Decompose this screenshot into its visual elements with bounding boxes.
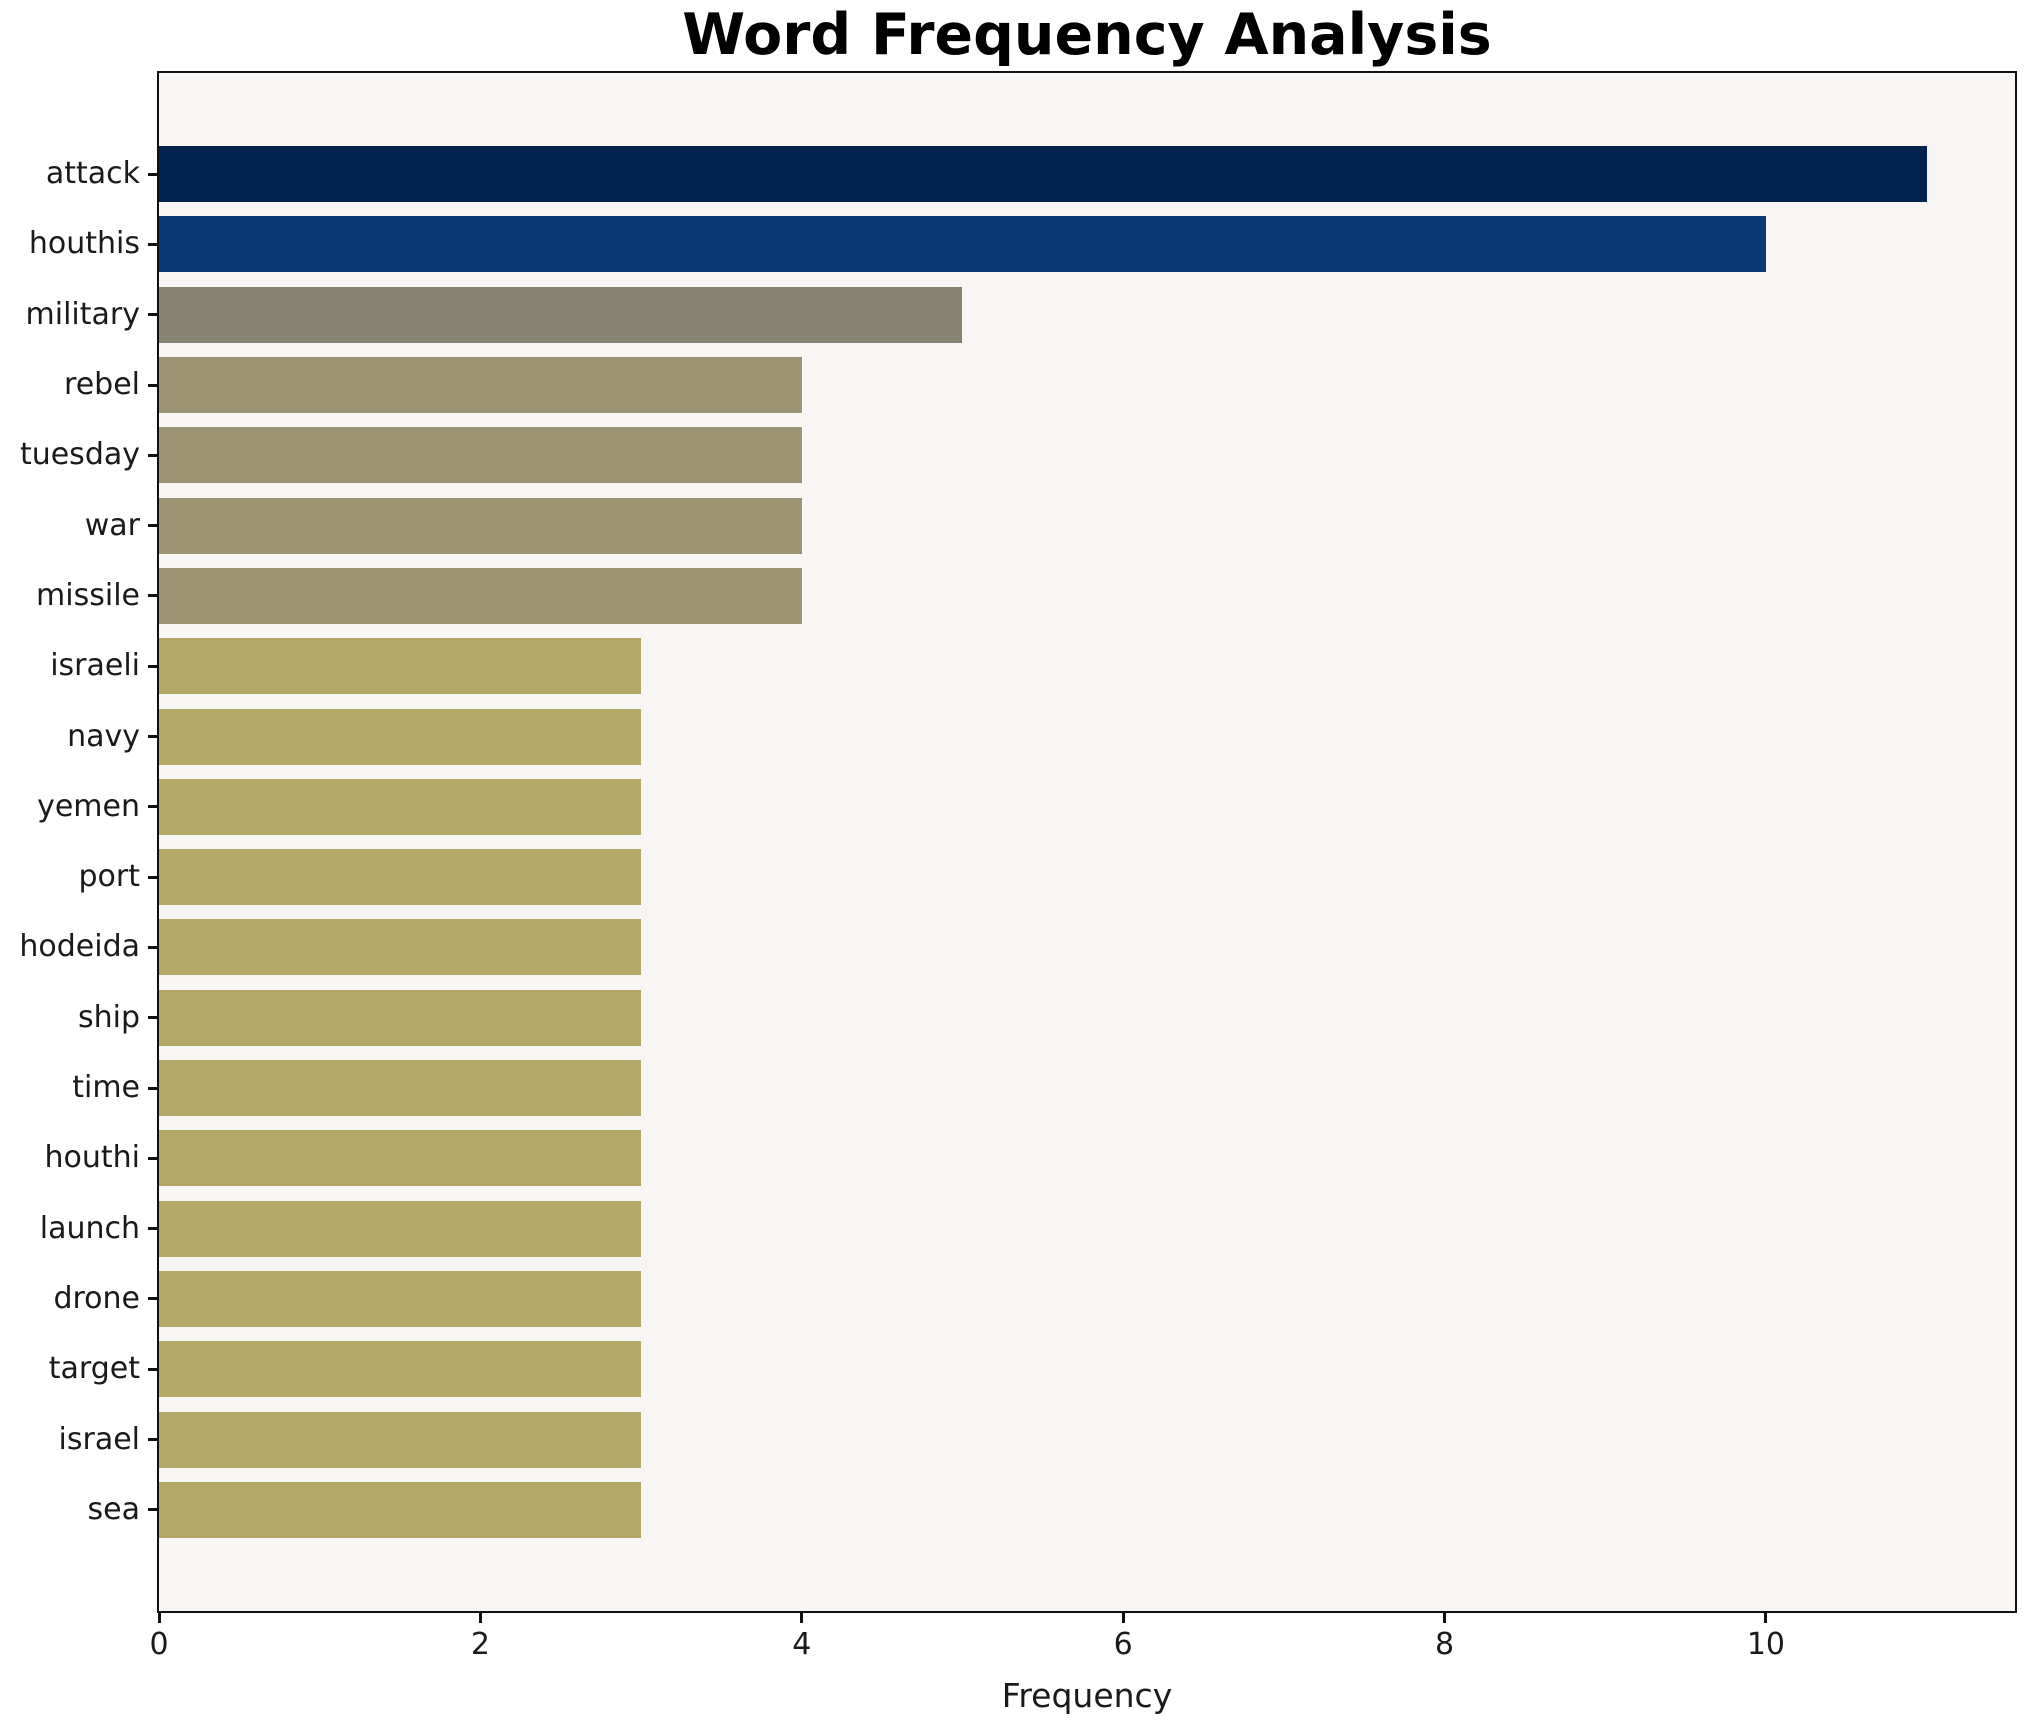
- ytick-missile: [148, 594, 157, 598]
- bar-tuesday: [159, 427, 802, 484]
- plot-area: [157, 71, 2017, 1613]
- xtick-label-8: 8: [1434, 1627, 1455, 1662]
- bar-drone: [159, 1270, 642, 1327]
- xtick-mark-0: [157, 1613, 161, 1623]
- bar-hodeida: [159, 919, 642, 976]
- ylabel-war: war: [84, 507, 140, 543]
- ylabel-yemen: yemen: [37, 788, 140, 824]
- bar-sea: [159, 1481, 642, 1538]
- ytick-time: [148, 1086, 157, 1090]
- bar-houthis: [159, 216, 1766, 273]
- xtick-mark-10: [1764, 1613, 1768, 1623]
- bar-port: [159, 849, 642, 906]
- ytick-houthi: [148, 1156, 157, 1160]
- ylabel-tuesday: tuesday: [19, 437, 140, 473]
- ytick-israeli: [148, 664, 157, 668]
- ytick-hodeida: [148, 945, 157, 949]
- xtick-label-0: 0: [149, 1627, 169, 1662]
- bar-yemen: [159, 778, 642, 835]
- ytick-attack: [148, 172, 157, 176]
- ylabel-missile: missile: [36, 577, 140, 613]
- ytick-israel: [148, 1438, 157, 1442]
- ytick-yemen: [148, 805, 157, 809]
- ylabel-time: time: [72, 1070, 140, 1106]
- bar-houthi: [159, 1130, 642, 1187]
- xtick-label-4: 4: [792, 1627, 812, 1662]
- bar-ship: [159, 989, 642, 1046]
- ylabel-houthi: houthi: [44, 1140, 141, 1176]
- ylabel-israeli: israeli: [50, 648, 140, 684]
- ytick-target: [148, 1367, 157, 1371]
- bar-military: [159, 286, 963, 343]
- ylabel-port: port: [78, 859, 141, 895]
- ytick-sea: [148, 1508, 157, 1512]
- ylabel-israel: israel: [58, 1421, 140, 1457]
- bar-navy: [159, 708, 642, 765]
- ylabel-navy: navy: [67, 718, 140, 754]
- ylabel-ship: ship: [77, 999, 140, 1035]
- ytick-launch: [148, 1227, 157, 1231]
- bar-israeli: [159, 638, 642, 695]
- xtick-label-2: 2: [470, 1627, 490, 1662]
- ylabel-rebel: rebel: [64, 367, 140, 403]
- ylabel-houthis: houthis: [28, 226, 140, 262]
- xtick-mark-8: [1443, 1613, 1447, 1623]
- ylabel-hodeida: hodeida: [19, 929, 140, 965]
- bar-missile: [159, 567, 802, 624]
- ylabel-attack: attack: [45, 156, 140, 192]
- ytick-military: [148, 313, 157, 317]
- xtick-label-10: 10: [1746, 1627, 1786, 1662]
- ytick-houthis: [148, 242, 157, 246]
- ylabel-drone: drone: [53, 1280, 140, 1316]
- chart-title: Word Frequency Analysis: [682, 2, 1492, 68]
- ylabel-launch: launch: [39, 1210, 140, 1246]
- ytick-ship: [148, 1016, 157, 1020]
- ytick-port: [148, 875, 157, 879]
- ylabel-military: military: [25, 296, 140, 332]
- ylabel-sea: sea: [87, 1491, 140, 1527]
- x-axis-title: Frequency: [1001, 1676, 1173, 1715]
- ytick-tuesday: [148, 453, 157, 457]
- xtick-mark-6: [1121, 1613, 1125, 1623]
- bar-rebel: [159, 357, 802, 414]
- xtick-mark-2: [478, 1613, 482, 1623]
- bar-target: [159, 1341, 642, 1398]
- xtick-label-6: 6: [1113, 1627, 1133, 1662]
- ytick-drone: [148, 1297, 157, 1301]
- ylabel-target: target: [48, 1351, 140, 1387]
- bar-israel: [159, 1411, 642, 1468]
- bar-launch: [159, 1200, 642, 1257]
- bar-war: [159, 497, 802, 554]
- ytick-navy: [148, 735, 157, 739]
- bar-time: [159, 1060, 642, 1117]
- ytick-rebel: [148, 383, 157, 387]
- bars: [159, 73, 2015, 1611]
- xtick-mark-4: [800, 1613, 804, 1623]
- bar-attack: [159, 146, 1927, 203]
- ytick-war: [148, 524, 157, 528]
